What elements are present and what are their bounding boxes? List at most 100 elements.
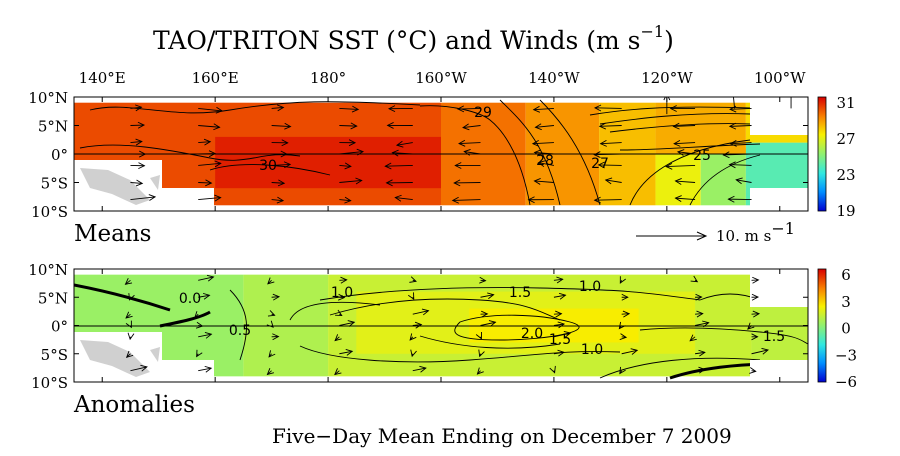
means-wind-vector: [198, 160, 222, 168]
means-contour-labels: 29 30 28 27 25: [259, 105, 711, 174]
means-wind-vector: [130, 104, 143, 112]
means-wind-vector: [339, 139, 357, 147]
anomalies-wind-vector: [409, 333, 417, 341]
means-wind-vector: [733, 97, 736, 109]
means-wind-vector: [271, 196, 285, 204]
anomalies-wind-vector: [479, 276, 487, 284]
means-wind-vector: [130, 162, 146, 170]
anomalies-wind-vector: [334, 368, 342, 376]
means-wind-vector: [674, 178, 696, 185]
chart-title: TAO/TRITON SST (°C) and Winds (m s−1): [153, 22, 674, 55]
anomalies-wind-vector: [198, 331, 213, 339]
means-contour-label: 30: [259, 158, 277, 174]
anomalies-wind-vector: [619, 366, 626, 375]
means-wind-vector: [735, 177, 752, 185]
anomalies-wind-vector: [553, 292, 567, 300]
means-wind-vector: [727, 195, 752, 203]
anomalies-contour-label: 1.5: [763, 329, 785, 345]
means-y-tick-label: 10°N: [28, 89, 68, 107]
anomalies-wind-vector: [751, 333, 759, 341]
anomalies-wind-vector: [125, 320, 132, 329]
means-contour-label: 28: [536, 153, 554, 169]
means-wind-vector: [728, 122, 752, 130]
means-wind-vector: [458, 139, 481, 147]
anomalies-wind-vector: [621, 348, 639, 355]
means-wind-vector: [534, 123, 554, 131]
means-wind-vector: [531, 139, 554, 147]
anomalies-wind-vector: [478, 349, 485, 358]
means-contour-label: 27: [591, 156, 609, 172]
means-wind-vector: [387, 105, 413, 113]
means-x-tick-labels: 140°E 160°E 180° 160°W 140°W 120°W 100°W: [79, 69, 806, 87]
means-wind-vector: [339, 105, 360, 113]
anomalies-wind-vector: [751, 276, 760, 284]
anomalies-wind-vector: [553, 349, 565, 357]
means-wind-vector: [454, 162, 481, 169]
anomalies-y-tick-label: 5°S: [41, 346, 68, 364]
means-wind-vector: [198, 194, 222, 202]
means-y-tick-label: 0°: [51, 146, 68, 164]
means-y-tick-labels: 10°N 5°N 0° 5°S 10°S: [28, 89, 68, 221]
means-wind-vector: [728, 161, 752, 169]
anomalies-wind-vector: [127, 332, 135, 341]
x-tick-label: 180°: [310, 69, 346, 87]
anomalies-wind-vector: [621, 293, 629, 301]
means-wind-vector: [130, 138, 143, 146]
means-wind-vector: [339, 122, 358, 130]
anomalies-contour-label: 1.0: [331, 285, 353, 301]
anomalies-wind-vector: [195, 321, 204, 329]
anomalies-zero-contour-west: [159, 310, 211, 328]
anomalies-y-tick-label: 5°N: [38, 289, 68, 307]
anomalies-wind-vector: [549, 365, 556, 374]
means-wind-vector: [669, 105, 696, 112]
anomalies-wind-vector: [695, 349, 706, 357]
anomalies-wind-vector: [409, 276, 417, 283]
means-wind-vector: [597, 161, 622, 169]
anomalies-contour-label: 0.0: [179, 291, 201, 307]
anomalies-y-tick-label: 10°N: [28, 261, 68, 279]
anomalies-wind-vector: [334, 334, 342, 342]
means-wind-vector: [339, 148, 365, 156]
anomalies-wind-vector: [751, 347, 769, 355]
means-wind-vector: [533, 149, 554, 157]
anomalies-contours: [229, 287, 808, 379]
means-wind-vector: [339, 177, 363, 185]
means-wind-vector: [674, 195, 696, 202]
anomalies-colorbar: [817, 268, 827, 383]
anomalies-wind-vector: [476, 367, 484, 375]
means-wind-vector: [130, 194, 157, 201]
anomalies-wind-vector: [128, 293, 135, 301]
means-wind-vector: [271, 179, 286, 187]
anomalies-wind-vector: [198, 292, 211, 300]
anomalies-wind-vector: [412, 321, 423, 329]
means-colorbar-tick-label: 23: [836, 166, 855, 184]
anomalies-y-tick-label: 0°: [51, 318, 68, 336]
anomalies-y-tick-label: 10°S: [31, 374, 68, 392]
anomalies-wind-vector: [267, 310, 276, 317]
anomalies-wind-vector: [553, 321, 566, 329]
x-tick-label: 140°W: [528, 69, 580, 87]
means-panel: 140°E 160°E 180° 160°W 140°W 120°W 100°W 10°N 5…: [28, 69, 855, 247]
means-wind-vector: [271, 161, 292, 169]
new-guinea-land-bottom: [74, 332, 214, 382]
means-wind-vector: [271, 104, 285, 112]
anomalies-wind-vector: [695, 310, 704, 318]
means-y-tick-label: 5°N: [38, 118, 68, 136]
means-wind-vector: [391, 149, 413, 157]
anomalies-contour-labels: 0.0 0.5 1.0 1.5 2.0 1.0 1.5 1.0 1.5: [179, 279, 785, 358]
anomalies-wind-vector: [553, 276, 564, 284]
means-wind-vector: [198, 123, 221, 131]
means-sst-cell-1: [215, 136, 441, 189]
wind-key: 10. m s−1: [636, 219, 795, 245]
anomalies-wind-vector: [196, 349, 203, 358]
anomalies-wind-vector: [271, 333, 280, 341]
means-wind-vector: [130, 121, 146, 129]
anomalies-contour-label: 0.5: [229, 323, 251, 339]
anomalies-wind-vector: [266, 320, 274, 328]
anomalies-wind-vector: [130, 364, 148, 372]
means-wind-vector: [673, 139, 696, 147]
anomalies-wind-vector: [410, 349, 417, 358]
anomalies-wind-vector: [339, 320, 356, 327]
anomalies-wind-vector: [412, 308, 430, 316]
wind-key-arrowhead: [696, 231, 708, 241]
